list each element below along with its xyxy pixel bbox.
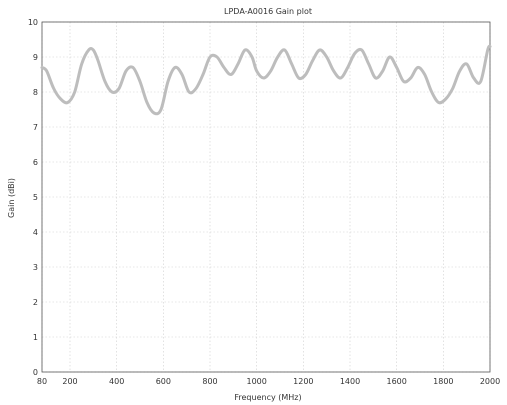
y-axis-title: Gain (dBi) [7,178,16,218]
y-tick-label: 10 [28,18,38,27]
plot-frame [41,21,491,373]
x-tick-label: 1800 [433,377,453,386]
x-tick-label: 400 [109,377,124,386]
x-tick-label: 1200 [293,377,313,386]
x-tick-label: 200 [62,377,77,386]
y-tick-label: 1 [33,333,38,342]
tick-labels: 80 200 400 600 800 1000 1200 1400 1600 1800 2000 0 1… [28,18,500,386]
x-tick-label: 80 [37,377,47,386]
x-tick-label: 800 [202,377,217,386]
y-tick-label: 9 [33,53,38,62]
x-tick-label: 1600 [386,377,406,386]
series-layer [40,44,492,116]
x-tick-label: 600 [156,377,171,386]
y-tick-label: 0 [33,368,38,377]
x-tick-label: 2000 [480,377,500,386]
y-tick-label: 3 [33,263,38,272]
x-tick-label: 1400 [340,377,360,386]
grid [41,21,491,373]
y-tick-label: 4 [33,228,38,237]
y-tick-label: 8 [33,88,38,97]
y-tick-label: 6 [33,158,38,167]
y-tick-label: 2 [33,298,38,307]
chart-title: LPDA-A0016 Gain plot [224,7,312,16]
y-tick-label: 5 [33,193,38,202]
x-axis-title: Frequency (MHz) [234,393,301,402]
gain-series-line [40,44,492,116]
y-tick-label: 7 [33,123,38,132]
x-tick-label: 1000 [246,377,266,386]
